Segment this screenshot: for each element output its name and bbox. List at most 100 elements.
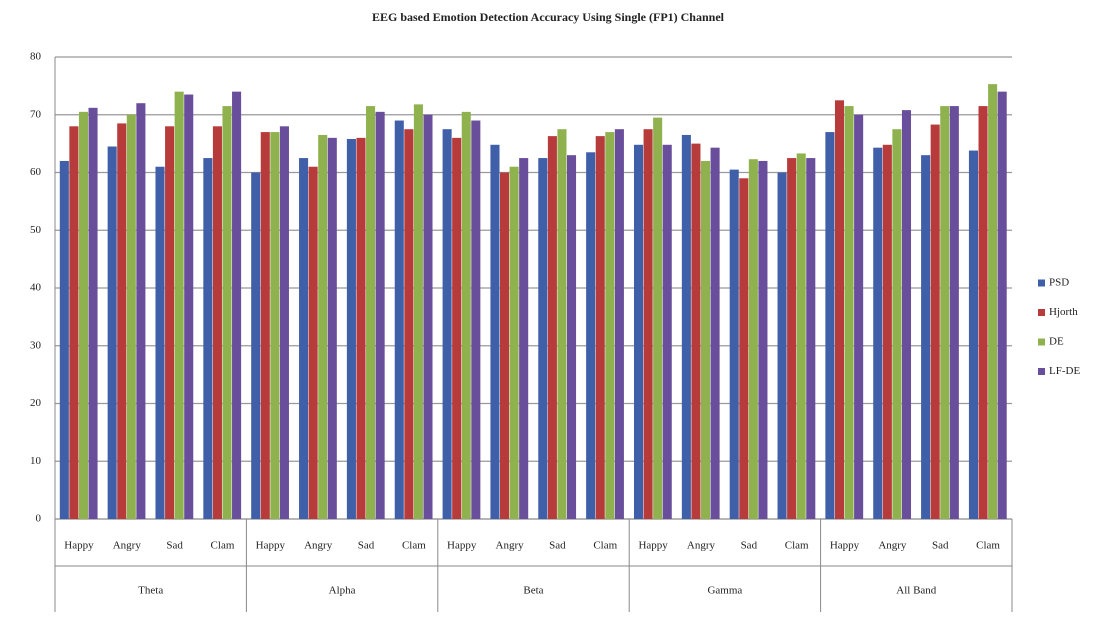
x-tick-label: Happy — [830, 540, 860, 552]
bar — [394, 120, 404, 520]
bar — [901, 110, 912, 519]
legend-swatch — [1038, 368, 1045, 375]
x-tick-label: Angry — [304, 540, 333, 552]
bar — [605, 132, 615, 519]
x-tick-label: Angry — [687, 540, 716, 552]
bar — [126, 114, 136, 519]
bar — [997, 91, 1007, 520]
y-tick-label: 70 — [30, 108, 42, 120]
legend-label: Hjorth — [1049, 306, 1078, 318]
bar — [777, 172, 787, 519]
group-label: Theta — [138, 585, 163, 597]
bar — [442, 129, 452, 519]
bar — [165, 126, 175, 520]
y-tick-label: 30 — [30, 339, 42, 351]
bar — [327, 137, 337, 519]
legend-label: PSD — [1049, 277, 1069, 289]
x-tick-label: Happy — [638, 540, 668, 552]
bar — [844, 106, 854, 520]
bar — [59, 160, 69, 519]
x-tick-label: Clam — [785, 540, 809, 552]
x-tick-label: Sad — [358, 540, 375, 552]
group-label: Beta — [523, 585, 543, 597]
bar — [787, 158, 797, 519]
bar — [729, 169, 739, 520]
bar — [700, 160, 711, 519]
bar — [203, 158, 213, 519]
bar — [155, 166, 165, 519]
bar — [117, 123, 127, 519]
bar — [748, 159, 758, 519]
bar — [825, 132, 835, 519]
bar — [758, 160, 768, 519]
bar — [873, 147, 883, 520]
bar — [595, 136, 605, 519]
bar — [413, 104, 423, 519]
bar — [547, 136, 557, 519]
legend-swatch — [1038, 338, 1045, 346]
bar — [318, 134, 328, 519]
x-tick-label: Clam — [976, 540, 1000, 552]
bar — [566, 155, 577, 520]
bar — [509, 166, 519, 519]
bar — [251, 172, 261, 519]
bar — [136, 103, 146, 519]
bar — [69, 126, 79, 520]
y-tick-label: 40 — [30, 282, 42, 294]
y-tick-label: 50 — [30, 224, 42, 236]
x-tick-label: Clam — [211, 540, 235, 552]
bar — [691, 143, 701, 519]
bar — [988, 84, 998, 519]
bar — [968, 150, 979, 519]
bar — [586, 152, 596, 519]
bar — [538, 158, 548, 519]
legend-label: DE — [1049, 336, 1064, 348]
bar — [978, 106, 988, 520]
x-tick-label: Sad — [741, 540, 758, 552]
bar — [78, 111, 88, 520]
bar — [260, 132, 270, 519]
y-tick-label: 80 — [30, 51, 42, 63]
bar — [854, 114, 864, 519]
y-tick-label: 0 — [36, 513, 42, 525]
bar — [404, 129, 414, 519]
bar — [174, 91, 184, 520]
x-tick-label: Sad — [549, 540, 566, 552]
bar — [423, 114, 433, 519]
y-tick-label: 10 — [30, 455, 42, 467]
bar — [212, 126, 222, 520]
x-tick-label: Sad — [932, 540, 949, 552]
x-tick-label: Angry — [878, 540, 907, 552]
bar — [366, 106, 376, 520]
x-tick-label: Angry — [113, 540, 142, 552]
bar — [949, 106, 959, 520]
bar — [88, 107, 98, 519]
bar — [270, 132, 280, 519]
bar — [834, 100, 845, 519]
bar — [452, 137, 462, 519]
bar — [921, 155, 931, 520]
bar — [107, 146, 117, 519]
bar — [681, 134, 691, 519]
x-tick-label: Happy — [64, 540, 94, 552]
legend-swatch — [1038, 279, 1045, 287]
legend-swatch — [1038, 309, 1045, 316]
bar — [892, 129, 902, 519]
y-tick-label: 20 — [30, 397, 42, 409]
x-tick-label: Happy — [256, 540, 286, 552]
legend-label: LF-DE — [1049, 365, 1080, 377]
bar — [930, 124, 940, 519]
bar — [461, 111, 471, 520]
bar — [633, 144, 644, 519]
group-label: Alpha — [329, 585, 356, 597]
bar — [346, 139, 356, 519]
bar — [710, 147, 720, 520]
x-tick-label: Sad — [166, 540, 183, 552]
bar — [940, 106, 950, 520]
x-tick-label: Clam — [593, 540, 617, 552]
bar — [500, 172, 510, 519]
x-tick-label: Clam — [402, 540, 426, 552]
bar — [184, 94, 194, 519]
x-tick-label: Angry — [496, 540, 525, 552]
group-label: Gamma — [707, 585, 742, 597]
